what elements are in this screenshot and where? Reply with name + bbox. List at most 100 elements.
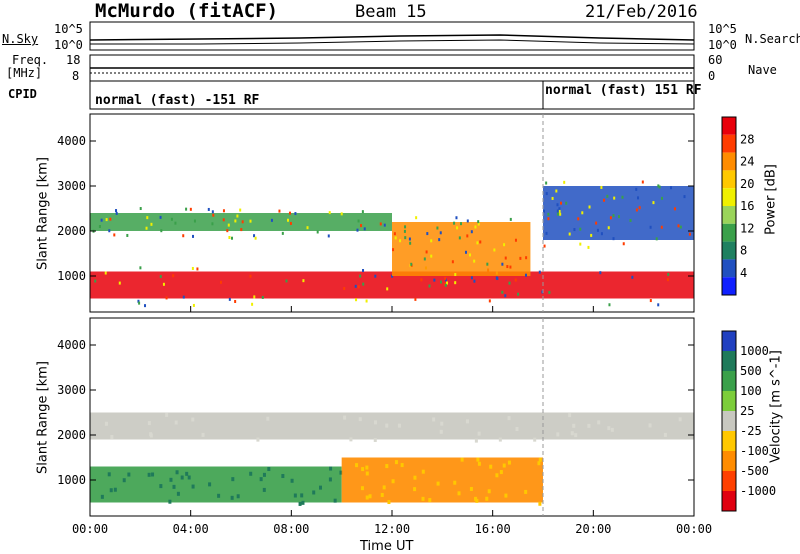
power-speckle [444,276,447,280]
power-speckle [466,234,469,238]
power-speckle [328,211,331,215]
velocity-speckle [485,496,489,501]
power-speckle [477,220,480,224]
velocity-speckle [301,500,305,505]
velocity-colorbar-tick-label: 100 [740,384,762,398]
velocity-speckle [175,470,179,475]
y-tick-label: 1000 [57,473,86,487]
velocity-speckle [507,460,511,465]
velocity-speckle [312,490,316,495]
power-speckle [579,227,582,231]
velocity-speckle [678,417,682,422]
power-speckle [306,226,309,230]
power-speckle [433,278,436,282]
power-speckle [476,241,479,245]
velocity-speckle [382,485,386,490]
velocity-colorbar-swatch [722,331,736,351]
velocity-speckle [502,463,506,468]
velocity-panel [90,412,694,506]
power-speckle [361,210,364,214]
power-speckle [234,299,237,303]
power-speckle [556,212,559,216]
power-speckle [251,302,254,306]
x-tick-label: 00:00 [676,522,712,536]
power-speckle [595,221,598,225]
power-speckle [354,284,357,288]
power-speckle [144,304,147,308]
velocity-speckle [159,484,163,489]
cpid-segment-2: normal (fast) 151 RF [545,83,702,98]
y-tick-label: 1000 [57,269,86,283]
velocity-speckle [537,461,541,466]
velocity-speckle [391,479,395,484]
velocity-colorbar-frame [721,330,737,512]
power-speckle [579,242,582,246]
velocity-speckle [100,494,104,499]
power-speckle [415,216,418,220]
power-speckle [170,217,173,221]
power-speckle [294,212,297,216]
power-speckle [425,250,428,254]
power-speckle [608,303,611,307]
power-speckle [363,227,366,231]
velocity-colorbar-tick-label: 25 [740,404,754,418]
velocity-speckle [477,461,481,466]
power-speckle [359,274,362,278]
velocity-colorbar-swatch [722,451,736,471]
power-speckle [635,208,638,212]
power-speckle [126,233,129,237]
power-speckle [660,225,663,229]
velocity-speckle [259,477,263,482]
power-speckle [547,217,550,221]
power-speckle [600,185,603,189]
power-speckle [629,218,632,222]
power-speckle [139,266,142,270]
power-speckle [596,228,599,232]
power-speckle [394,236,397,240]
power-colorbar-tick-label: 20 [740,177,754,191]
velocity-speckle [107,472,111,477]
power-speckle [612,237,615,241]
power-speckle [545,181,548,185]
power-speckle [649,299,652,303]
velocity-speckle [507,416,511,421]
power-speckle [458,236,461,240]
power-speckle [105,218,108,222]
power-speckle [524,273,527,277]
power-speckle [113,233,116,237]
power-speckle [577,217,580,221]
noise-sky-line [89,34,695,41]
velocity-speckle [262,487,266,492]
velocity-speckle [421,496,425,501]
station-title: McMurdo (fitACF) [95,0,279,22]
velocity-speckle [610,427,614,432]
velocity-speckle [109,488,113,493]
power-speckle [517,292,520,296]
velocity-speckle [176,491,180,496]
power-speckle [430,239,433,243]
power-speckle [456,226,459,230]
x-tick-label: 20:00 [575,522,611,536]
velocity-speckle [572,423,576,428]
power-speckle [239,208,242,212]
power-speckle [486,262,489,266]
power-colorbar-tick-label: 4 [740,266,747,280]
power-speckle [551,196,554,200]
power-speckle [454,273,457,277]
power-colorbar-swatch [722,152,736,171]
power-speckle [683,195,686,199]
velocity-speckle [104,421,108,426]
power-speckle [548,290,551,294]
velocity-speckle [533,437,537,442]
power-speckle [278,209,281,213]
velocity-speckle [262,472,266,477]
power-speckle [227,223,230,227]
velocity-speckle [413,487,417,492]
velocity-colorbar-swatch [722,411,736,431]
power-speckle [100,218,103,222]
power-speckle [514,278,517,282]
power-speckle [473,259,476,263]
noise-right-tick-top: 10^5 [708,22,737,36]
velocity-speckle [538,457,542,462]
